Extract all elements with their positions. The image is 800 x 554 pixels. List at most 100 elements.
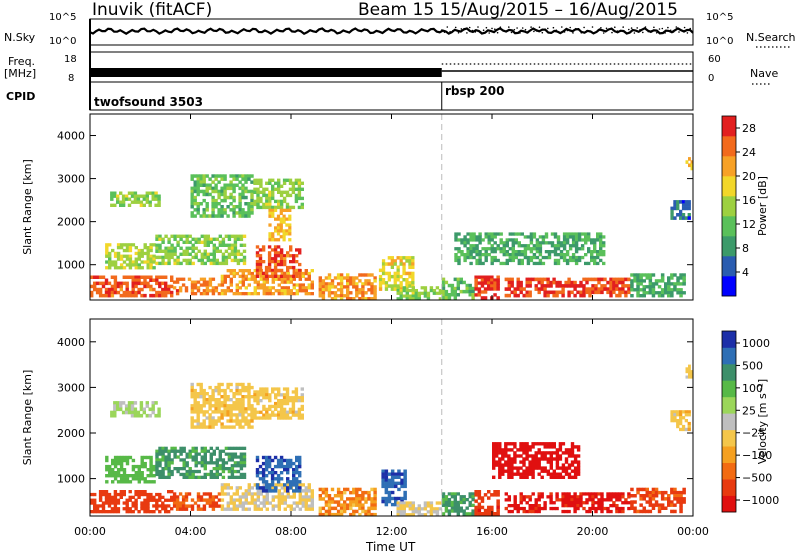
velocity-cell <box>537 457 541 461</box>
power-cell <box>155 255 159 260</box>
power-cell <box>499 261 503 266</box>
velocity-cell <box>196 492 201 496</box>
velocity-cell <box>555 495 559 499</box>
velocity-cell <box>255 455 260 460</box>
power-cell <box>606 280 610 285</box>
velocity-cell <box>229 382 233 387</box>
velocity-cell <box>274 483 278 487</box>
velocity-cell <box>190 385 194 390</box>
power-cell <box>238 280 242 284</box>
power-cell <box>285 205 290 210</box>
power-cell <box>307 292 311 296</box>
power-cell <box>202 174 206 178</box>
power-cell <box>241 269 245 273</box>
power-cell <box>381 278 386 282</box>
velocity-cell <box>414 507 418 511</box>
velocity-cell <box>402 510 406 514</box>
power-cell <box>355 276 359 280</box>
power-cell <box>327 288 332 292</box>
power-cell <box>146 260 150 264</box>
velocity-cell <box>447 503 452 507</box>
velocity-cell <box>355 503 359 507</box>
velocity-cell <box>223 401 227 405</box>
power-cell <box>396 265 400 269</box>
velocity-cell <box>247 407 251 411</box>
velocity-cell <box>161 475 165 479</box>
nsearch-point <box>521 27 524 29</box>
velocity-cell <box>116 507 121 511</box>
velocity-cell <box>247 422 251 426</box>
velocity-cell <box>336 490 341 495</box>
power-cell <box>215 237 219 241</box>
power-cell <box>364 279 368 283</box>
power-cell <box>502 250 506 254</box>
velocity-cell <box>218 467 222 471</box>
velocity-cell <box>294 390 299 394</box>
power-cell <box>282 217 286 221</box>
power-cell <box>584 241 588 245</box>
power-cell <box>505 253 509 257</box>
velocity-cell <box>507 463 511 467</box>
velocity-cell <box>202 395 206 399</box>
velocity-cell <box>558 472 563 476</box>
velocity-cell <box>265 393 269 397</box>
power-cell <box>411 284 415 288</box>
power-cell <box>170 255 174 260</box>
velocity-cell <box>188 449 192 453</box>
power-cell <box>134 293 138 298</box>
velocity-cell <box>423 504 428 508</box>
nsearch-point <box>530 26 532 28</box>
velocity-cell <box>98 492 103 497</box>
power-cell <box>288 181 293 185</box>
velocity-cell <box>540 506 544 511</box>
velocity-cell <box>244 388 248 393</box>
velocity-cell <box>164 461 168 465</box>
velocity-cell <box>262 407 266 411</box>
power-cell <box>283 286 287 290</box>
velocity-cell <box>564 466 569 470</box>
power-cell <box>211 286 216 290</box>
power-cell <box>301 283 305 287</box>
velocity-cell <box>673 413 677 417</box>
power-cell <box>564 280 568 285</box>
power-cell <box>232 183 236 187</box>
power-cell <box>636 282 640 286</box>
power-cell <box>670 276 674 280</box>
velocity-cell <box>294 393 299 397</box>
velocity-cell <box>223 486 227 490</box>
velocity-cell <box>286 483 290 487</box>
power-cell <box>648 273 653 277</box>
power-cell <box>499 238 503 242</box>
velocity-cell <box>262 501 266 505</box>
velocity-cell <box>217 382 221 387</box>
velocity-cell <box>298 486 302 490</box>
power-cell <box>580 247 585 251</box>
velocity-cell <box>397 487 401 492</box>
velocity-cell <box>633 500 637 504</box>
power-cell <box>146 266 150 270</box>
x-tick-label: 00:00 <box>74 525 106 538</box>
velocity-cell <box>459 506 463 510</box>
velocity-cell <box>573 454 578 458</box>
power-cell <box>596 261 600 266</box>
velocity-cell <box>531 442 535 446</box>
power-cell <box>411 259 415 263</box>
power-cell <box>259 283 263 287</box>
velocity-cell <box>292 495 296 499</box>
power-cell <box>327 282 332 286</box>
power-cell <box>523 247 528 251</box>
velocity-cell <box>684 413 688 417</box>
power-cell <box>214 202 218 206</box>
velocity-cell <box>552 475 556 479</box>
velocity-cell <box>343 509 347 514</box>
power-cell <box>289 260 293 264</box>
power-cell <box>93 284 97 289</box>
velocity-cell <box>525 457 529 461</box>
power-cell <box>270 268 275 273</box>
power-cell <box>271 277 275 281</box>
power-cell <box>185 237 189 241</box>
velocity-cell <box>321 487 326 492</box>
power-cell <box>137 275 141 279</box>
power-cell <box>411 294 415 298</box>
velocity-cell <box>250 407 254 411</box>
